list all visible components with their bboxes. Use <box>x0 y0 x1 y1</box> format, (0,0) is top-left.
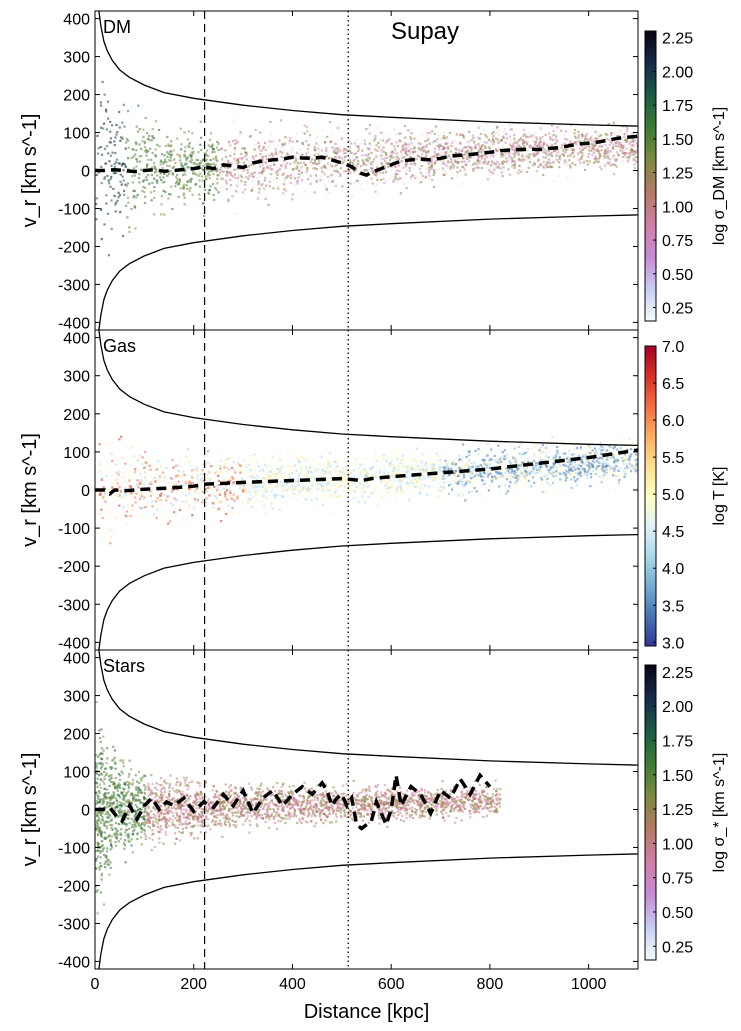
colorbar-gradient <box>644 345 657 647</box>
y-axis-label: v_r [km s^-1] <box>19 114 41 228</box>
escape-velocity-curve-lower <box>98 853 638 969</box>
particle-cloud <box>95 701 502 915</box>
colorbar-tick-label: 1.25 <box>662 802 693 819</box>
colorbar-gradient <box>644 664 657 961</box>
y-tick-label: -300 <box>58 277 90 294</box>
colorbar-tick-label: 1.50 <box>662 768 693 785</box>
y-tick-label: -200 <box>58 878 90 895</box>
median-velocity-curve <box>95 134 638 177</box>
y-tick-label: -400 <box>58 635 90 652</box>
panel-label: Gas <box>103 336 136 356</box>
x-tick-label: 400 <box>279 976 306 993</box>
colorbar-tick-label: 6.0 <box>662 413 684 430</box>
y-tick-label: -100 <box>58 521 90 538</box>
colorbar-label: log σ_DM [km s^-1] <box>711 107 728 245</box>
particle-cloud <box>96 435 638 545</box>
colorbar-tick-label: 2.00 <box>662 699 693 716</box>
escape-velocity-curve-upper <box>98 330 638 447</box>
colorbar-tick-label: 6.5 <box>662 376 684 393</box>
y-tick-label: 100 <box>63 445 90 462</box>
y-tick-label: 100 <box>63 126 90 143</box>
colorbar-label: log T [K] <box>711 467 728 526</box>
x-tick-label: 600 <box>378 976 405 993</box>
escape-velocity-curve-lower <box>98 214 638 330</box>
y-tick-label: 300 <box>63 50 90 67</box>
y-tick-label: 400 <box>63 331 90 348</box>
y-tick-label: 0 <box>81 164 90 181</box>
colorbar-tick-label: 0.25 <box>662 939 693 956</box>
colorbar-tick-label: 3.0 <box>662 635 684 652</box>
colorbar-tick-label: 4.0 <box>662 561 684 578</box>
colorbar-tick-label: 2.25 <box>662 31 693 48</box>
y-tick-label: 0 <box>81 803 90 820</box>
colorbar-tick-label: 5.5 <box>662 450 684 467</box>
y-tick-label: -200 <box>58 559 90 576</box>
colorbar-tick-label: 4.5 <box>662 524 684 541</box>
y-tick-label: 100 <box>63 765 90 782</box>
chart-title: Supay <box>391 18 459 45</box>
panel-stars: -400 -300 -200 -100 0 100 200 300 400 0 200 400 600 8… <box>19 649 728 1023</box>
y-tick-label: -200 <box>58 239 90 256</box>
panel-gas: -400 -300 -200 -100 0 100 200 300 400 v_r [km s^-… <box>19 329 728 652</box>
colorbar-tick-label: 3.5 <box>662 598 684 615</box>
colorbar-tick-label: 0.75 <box>662 871 693 888</box>
colorbar-tick-label: 1.50 <box>662 132 693 149</box>
y-tick-label: 400 <box>63 651 90 668</box>
x-tick-label: 200 <box>180 976 207 993</box>
y-tick-label: 400 <box>63 12 90 29</box>
colorbar: 0.25 0.50 0.75 1.00 1.25 1.50 1.75 2.00 2.25 log … <box>644 664 728 961</box>
y-tick-label: 200 <box>63 407 90 424</box>
colorbar-tick-label: 1.00 <box>662 836 693 853</box>
colorbar: 0.25 0.50 0.75 1.00 1.25 1.50 1.75 2.00 2.25 log … <box>644 30 728 322</box>
colorbar-tick-label: 1.75 <box>662 733 693 750</box>
colorbar-tick-label: 0.50 <box>662 267 693 284</box>
colorbar-label: log σ_* [km s^-1] <box>711 753 728 873</box>
colorbar-tick-label: 0.75 <box>662 233 693 250</box>
escape-velocity-curve-lower <box>98 533 638 650</box>
escape-velocity-curve-upper <box>98 650 638 766</box>
panel-dm: -400 -300 -200 -100 0 100 200 300 400 v_r [km s^-… <box>19 10 728 332</box>
colorbar: 3.0 3.5 4.0 4.5 5.0 5.5 6.0 6.5 7.0 log T [K] <box>644 339 728 652</box>
y-tick-label: -400 <box>58 315 90 332</box>
panel-label: DM <box>103 17 131 37</box>
y-tick-label: -300 <box>58 916 90 933</box>
y-tick-label: -100 <box>58 840 90 857</box>
y-axis-label: v_r [km s^-1] <box>19 753 41 867</box>
x-tick-label: 1000 <box>571 976 607 993</box>
x-tick-label: 0 <box>91 976 100 993</box>
colorbar-tick-label: 1.75 <box>662 98 693 115</box>
colorbar-tick-label: 0.50 <box>662 905 693 922</box>
colorbar-tick-label: 2.25 <box>662 665 693 682</box>
y-tick-label: -400 <box>58 954 90 971</box>
escape-velocity-curve-upper <box>98 11 638 127</box>
colorbar-gradient <box>644 30 657 322</box>
colorbar-tick-label: 7.0 <box>662 339 684 356</box>
y-tick-label: 300 <box>63 689 90 706</box>
colorbar-tick-label: 5.0 <box>662 487 684 504</box>
y-axis-label: v_r [km s^-1] <box>19 433 41 547</box>
y-tick-label: 300 <box>63 369 90 386</box>
y-tick-label: 200 <box>63 88 90 105</box>
colorbar-tick-label: 1.00 <box>662 199 693 216</box>
colorbar-tick-label: 0.25 <box>662 301 693 318</box>
y-tick-label: 0 <box>81 483 90 500</box>
y-tick-label: 200 <box>63 727 90 744</box>
panel-label: Stars <box>103 656 145 676</box>
y-tick-label: -100 <box>58 201 90 218</box>
y-tick-label: -300 <box>58 597 90 614</box>
x-axis-label: Distance [kpc] <box>304 1001 430 1023</box>
colorbar-tick-label: 2.00 <box>662 64 693 81</box>
median-velocity-curve <box>95 448 638 497</box>
colorbar-tick-label: 1.25 <box>662 166 693 183</box>
x-tick-label: 800 <box>477 976 504 993</box>
